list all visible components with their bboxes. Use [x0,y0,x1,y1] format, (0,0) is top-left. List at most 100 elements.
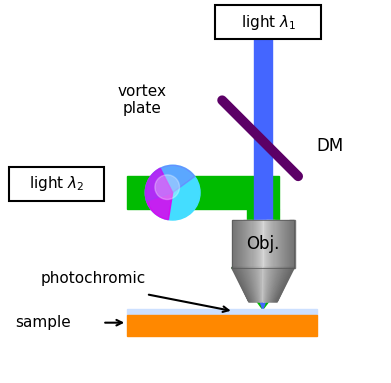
Bar [273,220,275,268]
Text: photochromic: photochromic [40,272,145,286]
Bar [276,220,277,268]
Polygon shape [268,268,274,302]
Bar [283,220,284,268]
Polygon shape [275,268,290,302]
Bar [236,220,237,268]
Bar [282,220,283,268]
Bar [274,220,276,268]
Polygon shape [269,268,276,302]
Bar [273,220,274,268]
Bar [270,220,272,268]
Polygon shape [270,268,279,302]
Text: Obj.: Obj. [246,235,280,253]
Polygon shape [261,268,262,302]
Bar [251,220,252,268]
Text: light $\lambda_2$: light $\lambda_2$ [29,174,84,193]
Bar [287,220,289,268]
Polygon shape [262,268,263,302]
Bar [262,220,264,268]
Bar [246,220,248,268]
Bar [237,220,238,268]
Bar [286,220,287,268]
Polygon shape [271,268,281,302]
Polygon shape [265,268,268,302]
Polygon shape [273,268,287,302]
Bar [266,220,267,268]
Bar [255,16,271,229]
Polygon shape [238,268,252,302]
Bar [127,176,279,209]
Polygon shape [245,268,255,302]
Bar [254,220,255,268]
Polygon shape [242,268,254,302]
Polygon shape [231,268,294,309]
Polygon shape [235,268,251,302]
Polygon shape [243,268,255,302]
Bar [264,220,265,268]
Polygon shape [268,268,276,302]
Bar [288,220,289,268]
Bar [233,220,234,268]
Bar [265,220,267,268]
Polygon shape [270,268,280,302]
Bar [240,220,241,268]
Bar [293,220,295,268]
Bar [292,220,294,268]
Bar [261,220,262,268]
Polygon shape [277,268,294,302]
Bar [234,220,235,268]
Polygon shape [275,268,291,302]
Text: sample: sample [16,315,71,330]
Bar [231,220,233,268]
Bar [271,220,273,268]
Bar [269,220,271,268]
Polygon shape [249,268,257,302]
Bar [255,220,256,268]
Polygon shape [237,268,251,302]
Polygon shape [271,268,283,302]
Polygon shape [254,268,259,302]
Polygon shape [264,268,267,302]
Polygon shape [239,268,253,302]
Polygon shape [273,268,285,302]
Bar [267,220,269,268]
Bar [256,220,257,268]
Text: light $\lambda_1$: light $\lambda_1$ [241,13,296,32]
Polygon shape [260,268,262,302]
Bar [215,5,321,39]
Bar [289,220,291,268]
Polygon shape [267,268,273,302]
Polygon shape [271,268,282,302]
Polygon shape [248,268,257,302]
Polygon shape [265,268,269,302]
Bar [263,220,264,268]
Bar [127,309,317,315]
Polygon shape [251,268,258,302]
Bar [278,220,279,268]
Polygon shape [249,268,277,309]
Bar [247,220,249,268]
Bar [284,220,285,268]
Bar [248,220,250,268]
Bar [243,220,244,268]
Circle shape [145,165,200,220]
Polygon shape [257,268,261,302]
Bar [231,220,294,268]
Bar [247,209,279,229]
Bar [249,220,251,268]
Circle shape [155,175,179,200]
Polygon shape [253,268,259,302]
Bar [281,220,282,268]
Bar [241,220,242,268]
Polygon shape [251,268,258,302]
Text: vortex
plate: vortex plate [118,84,167,116]
Bar [259,220,260,268]
Polygon shape [272,268,284,302]
Polygon shape [264,268,266,302]
Polygon shape [269,268,278,302]
Bar [279,220,280,268]
Bar [253,220,254,268]
Polygon shape [244,268,255,302]
Bar [260,220,261,268]
Bar [268,220,270,268]
